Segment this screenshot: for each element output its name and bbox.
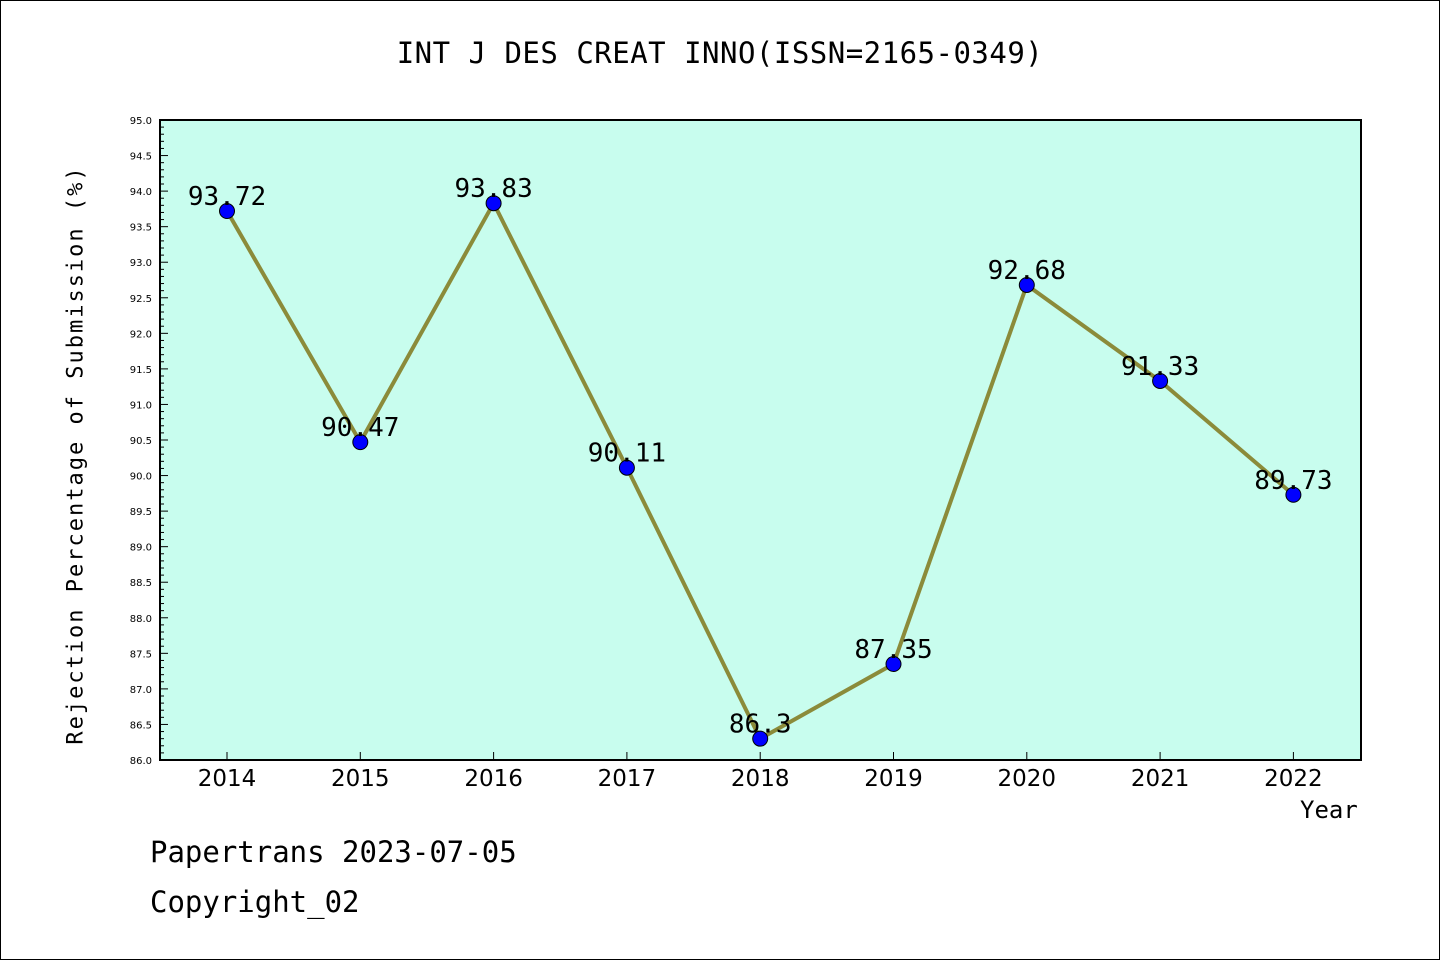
data-label: 90.47 [321, 413, 399, 443]
data-point-marker [352, 434, 369, 451]
footer-source: Papertrans 2023-07-05 [150, 835, 517, 869]
footer-copyright: Copyright_02 [150, 885, 360, 919]
y-axis-ticks: 86.0 86.5 87.0 87.5 88.0 88.5 89.0 89.5 90.0 90.5… [130, 116, 168, 767]
y-tick-label: 88.5 [130, 578, 152, 589]
data-markers [219, 195, 1302, 747]
y-tick-label: 89.5 [130, 507, 152, 518]
data-label: 93.72 [188, 182, 266, 212]
data-labels: 93.72 90.47 93.83 90.11 86.3 87.35 92.68 91.33 8… [188, 174, 1333, 739]
data-label: 93.83 [454, 174, 532, 204]
y-tick-label: 92.0 [130, 329, 152, 340]
x-tick-label: 2019 [864, 766, 923, 792]
x-axis-label: Year [1300, 796, 1358, 824]
y-tick-label: 93.5 [130, 223, 152, 234]
y-tick-label: 92.5 [130, 294, 152, 305]
y-tick-label: 91.5 [130, 365, 152, 376]
data-point-marker [1285, 486, 1302, 503]
x-tick-label: 2022 [1264, 766, 1323, 792]
data-label: 89.73 [1254, 466, 1332, 496]
y-tick-label: 90.5 [130, 436, 152, 447]
data-point-marker [752, 730, 769, 747]
y-tick-label: 86.5 [130, 720, 152, 731]
x-tick-label: 2020 [998, 766, 1057, 792]
data-point-marker [618, 459, 635, 476]
data-label: 90.11 [588, 439, 666, 469]
x-tick-label: 2017 [598, 766, 657, 792]
y-tick-label: 91.0 [130, 400, 152, 411]
data-point-marker [1152, 372, 1169, 389]
y-tick-label: 86.0 [130, 756, 152, 767]
y-tick-label: 93.0 [130, 258, 152, 269]
y-tick-label: 95.0 [130, 116, 152, 127]
data-point-marker [1018, 276, 1035, 293]
y-axis-label: Rejection Percentage of Submission (%) [63, 165, 89, 745]
y-tick-label: 94.0 [130, 187, 152, 198]
y-tick-label: 87.5 [130, 649, 152, 660]
data-point-marker [485, 195, 502, 212]
x-tick-label: 2015 [331, 766, 390, 792]
data-label: 91.33 [1121, 352, 1199, 382]
x-tick-label: 2021 [1131, 766, 1190, 792]
x-tick-label: 2018 [731, 766, 790, 792]
data-label: 87.35 [854, 635, 932, 665]
data-label: 86.3 [729, 710, 792, 740]
y-tick-label: 87.0 [130, 685, 152, 696]
y-tick-label: 88.0 [130, 614, 152, 625]
data-point-marker [885, 656, 902, 672]
y-tick-label: 90.0 [130, 472, 152, 483]
y-tick-label: 94.5 [130, 152, 152, 163]
data-label: 92.68 [988, 256, 1066, 286]
y-tick-label: 89.0 [130, 543, 152, 554]
chart-title: INT J DES CREAT INNO(ISSN=2165-0349) [396, 36, 1044, 70]
x-axis-ticks: 2014 2015 2016 2017 2018 2019 2020 2021 2022 [198, 752, 1323, 792]
data-point-marker [219, 203, 235, 220]
x-tick-label: 2016 [464, 766, 523, 792]
x-tick-label: 2014 [198, 766, 257, 792]
